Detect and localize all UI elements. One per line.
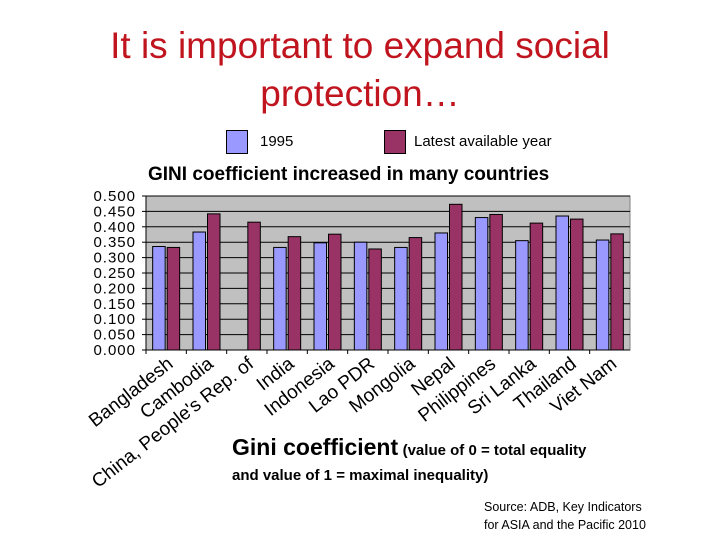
legend-label-latest: Latest available year [414, 133, 552, 150]
y-tick-label: 0.350 [93, 234, 136, 251]
bar-1995 [192, 231, 206, 351]
slide-title: It is important to expand social protect… [0, 22, 720, 118]
caption-line1: Gini coefficient (value of 0 = total equ… [232, 434, 586, 461]
bar-1995 [474, 217, 489, 351]
caption-line2: and value of 1 = maximal inequality) [232, 467, 489, 484]
bar-1995 [313, 242, 327, 351]
bar-latest [368, 248, 382, 351]
legend-item-latest: Latest available year [384, 130, 594, 154]
bar-latest [529, 222, 544, 351]
bar-latest [449, 203, 463, 351]
bar-latest [247, 221, 261, 351]
caption-main: Gini coefficient [232, 434, 399, 460]
bar-1995 [434, 232, 448, 351]
bar-latest [166, 246, 181, 351]
source-note: Source: ADB, Key Indicators for ASIA and… [484, 498, 646, 534]
bar-latest [328, 233, 342, 351]
chart-heading: GINI coefficient increased in many count… [148, 164, 550, 185]
bar-latest [408, 237, 423, 351]
bar-1995 [353, 241, 368, 351]
bar-latest [287, 236, 302, 351]
bar-latest [610, 233, 624, 351]
y-tick-label: 0.150 [93, 296, 136, 313]
bar-latest [207, 213, 221, 351]
y-tick-label: 0.000 [93, 342, 136, 359]
legend-swatch-1995 [226, 130, 248, 154]
y-tick-label: 0.450 [93, 203, 136, 220]
y-tick-label: 0.400 [93, 219, 136, 236]
bar-1995 [273, 246, 287, 351]
bar-1995 [152, 246, 166, 351]
slide-title-line2: protection… [260, 73, 460, 114]
y-tick-label: 0.500 [93, 188, 136, 205]
legend-label-1995: 1995 [260, 133, 294, 150]
y-tick-label: 0.200 [93, 280, 136, 297]
y-tick-label: 0.250 [93, 265, 136, 282]
source-line2: for ASIA and the Pacific 2010 [484, 518, 646, 532]
slide-title-line1: It is important to expand social [110, 25, 610, 66]
bar-latest [570, 218, 584, 351]
bar-1995 [394, 246, 408, 351]
bar-latest [489, 213, 503, 351]
y-tick-label: 0.100 [93, 311, 136, 328]
bar-1995 [555, 215, 569, 351]
source-line1: Source: ADB, Key Indicators [484, 500, 642, 514]
y-tick-label: 0.300 [93, 250, 136, 267]
caption-paren: (value of 0 = total equality [402, 442, 587, 459]
bar-1995 [595, 239, 610, 351]
legend-swatch-latest [384, 130, 406, 154]
legend-item-1995: 1995 [226, 130, 306, 154]
y-tick-label: 0.050 [93, 327, 136, 344]
bar-1995 [515, 240, 529, 351]
